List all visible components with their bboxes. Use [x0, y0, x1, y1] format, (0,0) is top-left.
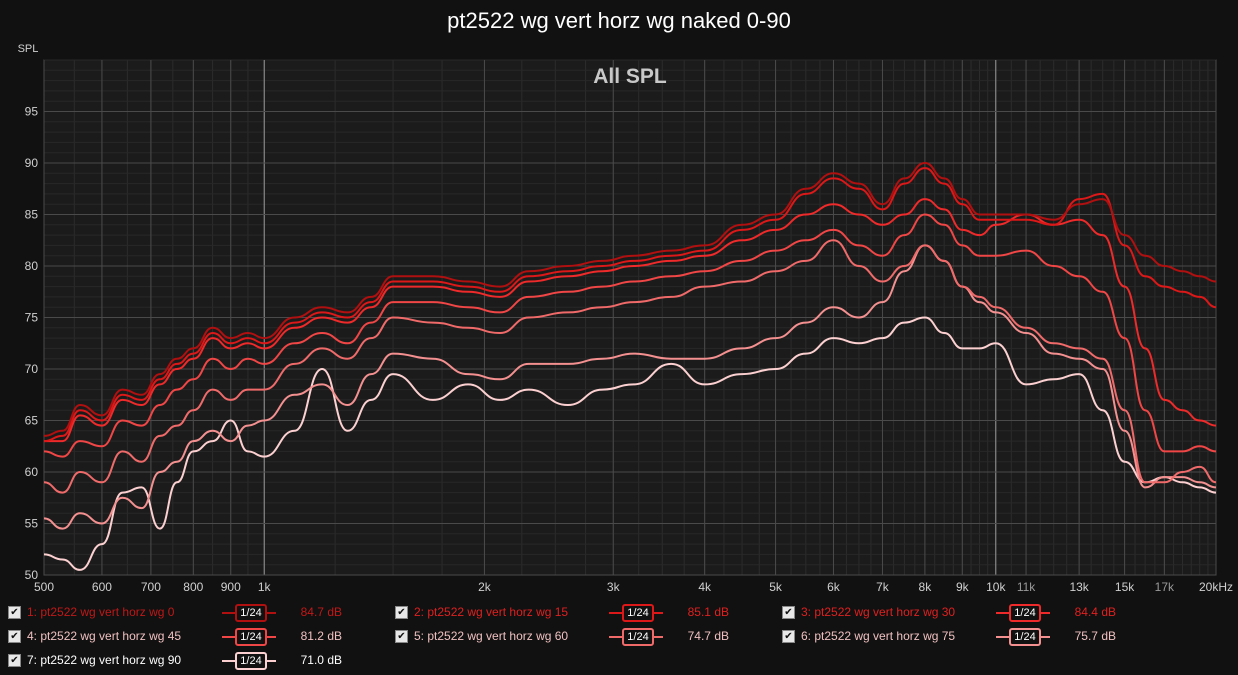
- series-line-3: [44, 198, 1217, 443]
- y-tick-label: 55: [25, 517, 39, 531]
- x-tick-label: 500: [34, 580, 54, 594]
- legend-series-name: 1: pt2522 wg vert horz wg 0: [27, 605, 175, 619]
- legend-smoothing-swatch[interactable]: 1/24: [996, 628, 1050, 646]
- x-tick-label: 700: [141, 580, 161, 594]
- x-tick-labels: 500 600 700 800 900 1k 2k 3k 4k 5k 6k 7k 8k 9k 10k 11k 1…: [34, 580, 1233, 594]
- x-tick-label: 900: [221, 580, 241, 594]
- series-line-7: [43, 316, 1217, 571]
- x-tick-label: 4k: [698, 580, 712, 594]
- y-tick-label: 50: [25, 568, 39, 582]
- chart-title: pt2522 wg vert horz wg naked 0-90: [447, 8, 791, 33]
- legend-smoothing-swatch[interactable]: 1/24: [222, 652, 276, 670]
- x-tick-label: 11k: [1017, 580, 1036, 594]
- x-tick-label: 600: [92, 580, 112, 594]
- legend-smoothing-label: 1/24: [235, 604, 267, 622]
- legend-value: 74.7 dB: [687, 629, 729, 643]
- legend-series-name: 3: pt2522 wg vert horz wg 30: [801, 605, 956, 619]
- legend-smoothing-label: 1/24: [1009, 628, 1041, 646]
- chart-subtitle: All SPL: [593, 65, 667, 88]
- legend-checkbox[interactable]: ✔: [8, 653, 21, 667]
- legend-item[interactable]: ✔ 6: pt2522 wg vert horz wg 75 1/24 75.7 dB: [782, 627, 1116, 646]
- legend-item[interactable]: ✔ 4: pt2522 wg vert horz wg 45 1/24 81.2 dB: [8, 627, 342, 646]
- legend-value: 71.0 dB: [300, 653, 342, 667]
- legend-series-name: 6: pt2522 wg vert horz wg 75: [801, 629, 956, 643]
- x-tick-label: 20kHz: [1199, 580, 1233, 594]
- legend-smoothing-swatch[interactable]: 1/24: [222, 628, 276, 646]
- legend-smoothing-swatch[interactable]: 1/24: [609, 628, 663, 646]
- legend-checkbox[interactable]: ✔: [782, 629, 795, 643]
- legend-smoothing-label: 1/24: [622, 604, 654, 622]
- legend-value: 81.2 dB: [300, 629, 342, 643]
- legend-value: 84.4 dB: [1074, 605, 1116, 619]
- x-tick-label: 6k: [827, 580, 841, 594]
- y-tick-label: 90: [25, 156, 39, 170]
- x-tick-label: 10k: [986, 580, 1006, 594]
- x-tick-label: 800: [183, 580, 203, 594]
- legend-series-name: 5: pt2522 wg vert horz wg 60: [414, 629, 569, 643]
- series-line-4: [43, 213, 1217, 458]
- legend-checkbox[interactable]: ✔: [8, 605, 21, 619]
- legend-item[interactable]: ✔ 1: pt2522 wg vert horz wg 0 1/24 84.7 dB: [8, 603, 342, 622]
- legend-series-name: 4: pt2522 wg vert horz wg 45: [27, 629, 182, 643]
- x-tick-label: 13k: [1069, 580, 1089, 594]
- y-tick-label: 95: [25, 105, 39, 119]
- series-group: [43, 162, 1217, 571]
- series-line-5: [43, 239, 1217, 494]
- legend-item[interactable]: ✔ 7: pt2522 wg vert horz wg 90 1/24 71.0 dB: [8, 651, 342, 670]
- legend-series-name: 2: pt2522 wg vert horz wg 15: [414, 605, 569, 619]
- legend-checkbox[interactable]: ✔: [395, 629, 408, 643]
- legend-smoothing-swatch[interactable]: 1/24: [996, 604, 1050, 622]
- x-tick-label: 3k: [607, 580, 621, 594]
- y-tick-labels: 50 55 60 65 70 75 80 85 90 95: [25, 105, 39, 583]
- legend-item[interactable]: ✔ 3: pt2522 wg vert horz wg 30 1/24 84.4 dB: [782, 603, 1116, 622]
- legend-series-name: 7: pt2522 wg vert horz wg 90: [27, 653, 182, 667]
- plot-area: SPL 50 55 60 65 70 75 80 85 90 95 500 600 700 800 900…: [18, 43, 1233, 594]
- legend-checkbox[interactable]: ✔: [782, 605, 795, 619]
- x-tick-label: 7k: [876, 580, 890, 594]
- series-line-6: [43, 244, 1217, 530]
- legend-checkbox[interactable]: ✔: [395, 605, 408, 619]
- x-tick-label: 5k: [769, 580, 783, 594]
- y-tick-label: 75: [25, 311, 39, 325]
- legend-smoothing-label: 1/24: [622, 628, 654, 646]
- legend-checkbox[interactable]: ✔: [8, 629, 21, 643]
- x-tick-label: 2k: [478, 580, 492, 594]
- series-line-1: [43, 162, 1217, 437]
- legend-smoothing-label: 1/24: [235, 628, 267, 646]
- y-axis-label: SPL: [18, 43, 39, 55]
- y-tick-label: 80: [25, 259, 39, 273]
- y-tick-label: 85: [25, 208, 39, 222]
- y-tick-label: 60: [25, 465, 39, 479]
- y-tick-label: 70: [25, 362, 39, 376]
- series-line-2: [43, 167, 1217, 443]
- x-tick-label: 15k: [1115, 580, 1135, 594]
- y-tick-label: 65: [25, 414, 39, 428]
- legend-item[interactable]: ✔ 5: pt2522 wg vert horz wg 60 1/24 74.7 dB: [395, 627, 729, 646]
- x-tick-label: 1k: [258, 580, 272, 594]
- legend-smoothing-swatch[interactable]: 1/24: [222, 604, 276, 622]
- legend-smoothing-label: 1/24: [235, 652, 267, 670]
- x-tick-label: 9k: [956, 580, 970, 594]
- legend-item[interactable]: ✔ 2: pt2522 wg vert horz wg 15 1/24 85.1 dB: [395, 603, 729, 622]
- legend-smoothing-label: 1/24: [1009, 604, 1041, 622]
- legend-smoothing-swatch[interactable]: 1/24: [609, 604, 663, 622]
- legend-value: 85.1 dB: [687, 605, 729, 619]
- legend-value: 84.7 dB: [300, 605, 342, 619]
- x-tick-label: 8k: [919, 580, 933, 594]
- legend-value: 75.7 dB: [1074, 629, 1116, 643]
- x-tick-label: 17k: [1155, 580, 1175, 594]
